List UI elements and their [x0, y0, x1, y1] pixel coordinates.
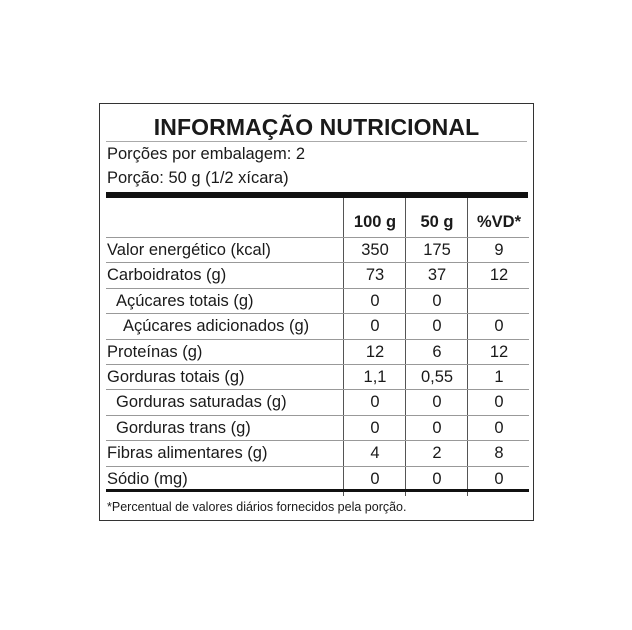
nutrient-value: 175: [423, 241, 451, 259]
nutrient-value: 12: [489, 342, 509, 361]
nutrient-value: 6: [432, 342, 442, 361]
nutrient-value: 0: [370, 317, 380, 336]
nutrient-value: 0: [370, 469, 380, 488]
nutrient-value: 1: [494, 367, 504, 386]
nutrient-label: Sódio (mg): [107, 469, 188, 488]
nutrient-value: 0: [370, 291, 380, 310]
nutrition-table: 100 g 50 g %VD* Valor energético (kcal) 3…: [106, 198, 529, 492]
column-header: %VD*: [476, 213, 521, 231]
nutrient-value: 2: [432, 444, 442, 463]
nutrient-value: 12: [365, 342, 385, 361]
table-row: Sódio (mg) 0 0 0: [106, 467, 529, 492]
nutrient-value: 0: [494, 393, 504, 412]
table-row: Gorduras trans (g) 0 0 0: [106, 416, 529, 442]
table-row: Gorduras totais (g) 1,1 0,55 1: [106, 365, 529, 391]
nutrient-value: 0,55: [420, 367, 454, 386]
table-row: Fibras alimentares (g) 4 2 8: [106, 441, 529, 467]
table-row: Gorduras saturadas (g) 0 0 0: [106, 390, 529, 416]
nutrient-label: Carboidratos (g): [107, 266, 227, 285]
column-divider: [405, 198, 406, 496]
nutrient-value: 8: [494, 444, 504, 463]
nutrient-label: Açúcares totais (g): [116, 291, 254, 310]
table-row: Valor energético (kcal) 350 175 9: [106, 238, 529, 264]
nutrient-label: Gorduras totais (g): [107, 367, 245, 386]
column-header: 50 g: [420, 213, 454, 231]
nutrient-value: 1,1: [363, 367, 387, 386]
thick-divider: [106, 192, 528, 198]
column-divider: [467, 198, 468, 496]
nutrient-label: Açúcares adicionados (g): [123, 317, 310, 336]
table-row: Proteínas (g) 12 6 12: [106, 340, 529, 365]
nutrient-value: 350: [361, 241, 389, 259]
nutrient-value: 0: [494, 418, 504, 437]
nutrient-value: 0: [432, 393, 442, 412]
nutrient-value: 0: [494, 469, 504, 488]
nutrient-label: Gorduras saturadas (g): [116, 393, 287, 412]
nutrient-label: Valor energético (kcal): [107, 241, 271, 259]
nutrient-value: 0: [432, 291, 442, 310]
nutrient-label: Gorduras trans (g): [116, 418, 251, 437]
serving-size: Porção: 50 g (1/2 xícara): [107, 169, 289, 187]
table-row: Açúcares totais (g) 0 0: [106, 289, 529, 315]
nutrient-value: 0: [370, 393, 380, 412]
table-row: Açúcares adicionados (g) 0 0 0: [106, 314, 529, 340]
table-header: 100 g 50 g %VD*: [106, 198, 529, 238]
table-row: Carboidratos (g) 73 37 12: [106, 263, 529, 289]
nutrient-value: 0: [432, 418, 442, 437]
nutrient-value: 37: [427, 266, 447, 285]
nutrient-value: 73: [365, 266, 385, 285]
servings-per-package: Porções por embalagem: 2: [107, 145, 306, 163]
nutrient-value: 0: [432, 317, 442, 336]
nutrition-facts-label: INFORMAÇÃO NUTRICIONAL Porções por embal…: [99, 103, 534, 521]
column-divider: [343, 198, 344, 496]
nutrient-value: 0: [432, 469, 442, 488]
nutrient-label: Proteínas (g): [107, 342, 203, 361]
nutrient-label: Fibras alimentares (g): [107, 444, 268, 463]
nutrient-value: 4: [370, 444, 380, 463]
nutrient-value: 9: [494, 241, 504, 259]
divider: [106, 141, 527, 142]
footnote: *Percentual de valores diários fornecido…: [107, 500, 407, 514]
column-header: 100 g: [353, 213, 397, 231]
nutrient-value: 12: [489, 266, 509, 285]
nutrient-value: 0: [370, 418, 380, 437]
label-title: INFORMAÇÃO NUTRICIONAL: [153, 114, 480, 140]
nutrient-value: 0: [494, 317, 504, 336]
